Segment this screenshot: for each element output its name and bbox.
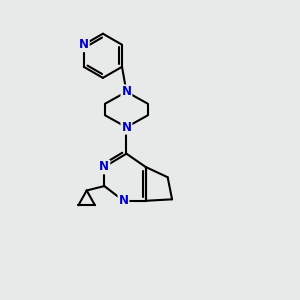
Text: N: N — [99, 160, 109, 173]
Text: N: N — [122, 121, 131, 134]
Text: N: N — [122, 85, 131, 98]
Text: N: N — [118, 194, 128, 207]
Text: N: N — [79, 38, 89, 51]
